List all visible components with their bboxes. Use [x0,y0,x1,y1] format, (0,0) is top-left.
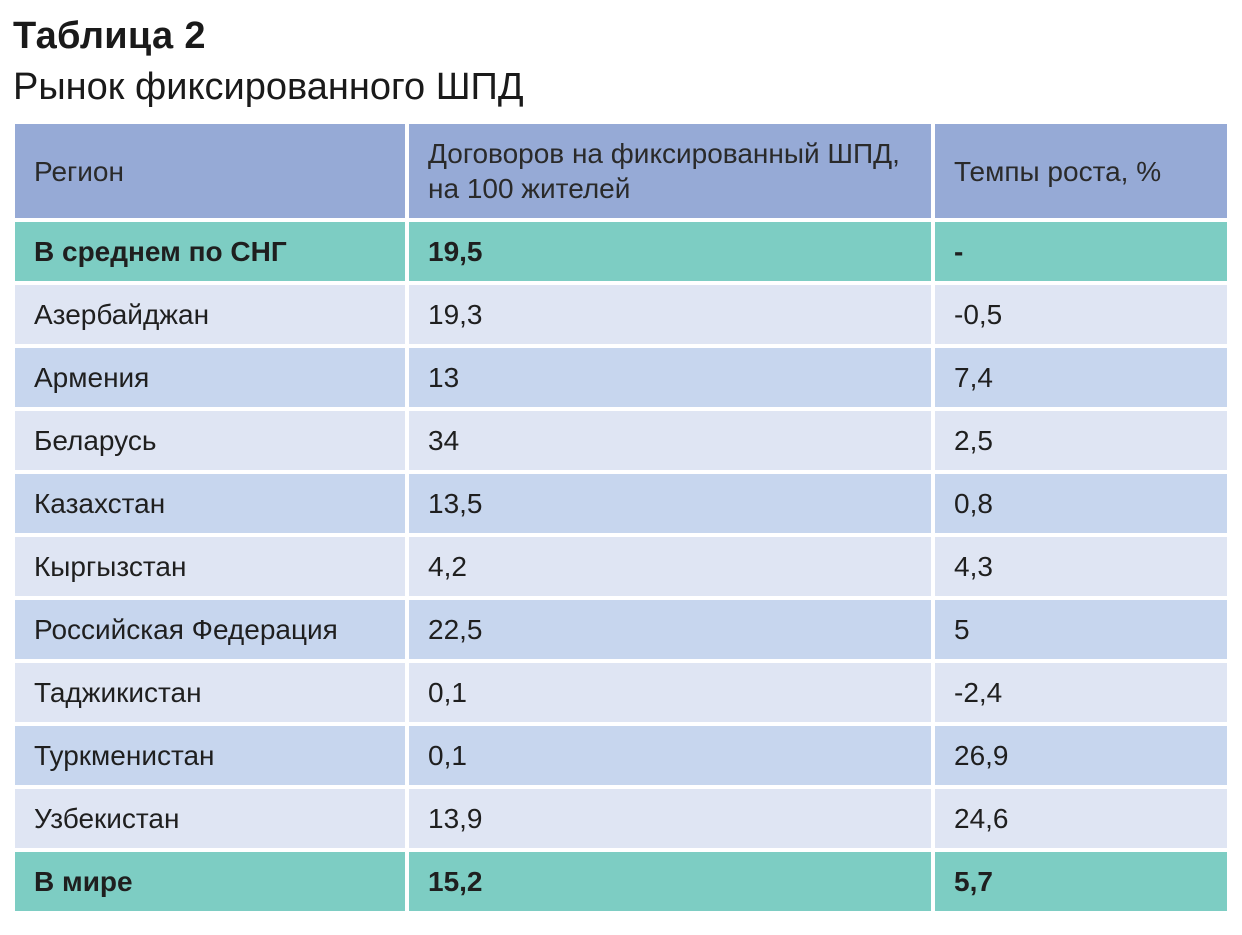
table-cell-subscriptions: 13,9 [409,789,935,852]
table-cell-growth-rate: -2,4 [935,663,1227,726]
table-cell-subscriptions: 34 [409,411,935,474]
table-cell-region: Армения [15,348,409,411]
table-cell-region: Азербайджан [15,285,409,348]
table-cell-region: В мире [15,852,409,915]
table-cell-growth-rate: 5 [935,600,1227,663]
table-cell-growth-rate: -0,5 [935,285,1227,348]
column-header-growth-rate: Темпы роста, % [935,124,1227,222]
table-cell-region: Узбекистан [15,789,409,852]
table-cell-subscriptions: 19,3 [409,285,935,348]
table-row: Российская Федерация 22,5 5 [15,600,1227,663]
table-cell-region: Таджикистан [15,663,409,726]
table-cell-subscriptions: 13,5 [409,474,935,537]
table-cell-region: Казахстан [15,474,409,537]
table-cell-subscriptions: 19,5 [409,222,935,285]
table-cell-growth-rate: - [935,222,1227,285]
table-cell-subscriptions: 4,2 [409,537,935,600]
table-cell-region: Беларусь [15,411,409,474]
table-cell-region: Российская Федерация [15,600,409,663]
table-row: Туркменистан 0,1 26,9 [15,726,1227,789]
column-header-subscriptions: Договоров на фиксированный ШПД, на 100 ж… [409,124,935,222]
table-cell-subscriptions: 22,5 [409,600,935,663]
table-row: Таджикистан 0,1 -2,4 [15,663,1227,726]
table-cell-growth-rate: 24,6 [935,789,1227,852]
table-cell-growth-rate: 4,3 [935,537,1227,600]
table-cell-growth-rate: 0,8 [935,474,1227,537]
table-row: Беларусь 34 2,5 [15,411,1227,474]
table-row: Кыргызстан 4,2 4,3 [15,537,1227,600]
table-row-cis-average: В среднем по СНГ 19,5 - [15,222,1227,285]
table-cell-growth-rate: 2,5 [935,411,1227,474]
table-cell-subscriptions: 0,1 [409,726,935,789]
table-cell-region: Туркменистан [15,726,409,789]
table-row: Азербайджан 19,3 -0,5 [15,285,1227,348]
table-cell-subscriptions: 15,2 [409,852,935,915]
table-cell-region: В среднем по СНГ [15,222,409,285]
table-row: Узбекистан 13,9 24,6 [15,789,1227,852]
table-cell-growth-rate: 7,4 [935,348,1227,411]
table-cell-region: Кыргызстан [15,537,409,600]
table-cell-growth-rate: 26,9 [935,726,1227,789]
table-cell-subscriptions: 13 [409,348,935,411]
table-row: Казахстан 13,5 0,8 [15,474,1227,537]
broadband-market-table: Регион Договоров на фиксированный ШПД, н… [15,124,1227,915]
column-header-region: Регион [15,124,409,222]
table-subtitle: Рынок фиксированного ШПД [13,66,524,108]
table-cell-growth-rate: 5,7 [935,852,1227,915]
table-title: Таблица 2 [13,15,206,57]
table-header-row: Регион Договоров на фиксированный ШПД, н… [15,124,1227,222]
table-cell-subscriptions: 0,1 [409,663,935,726]
table-row-world: В мире 15,2 5,7 [15,852,1227,915]
table-row: Армения 13 7,4 [15,348,1227,411]
